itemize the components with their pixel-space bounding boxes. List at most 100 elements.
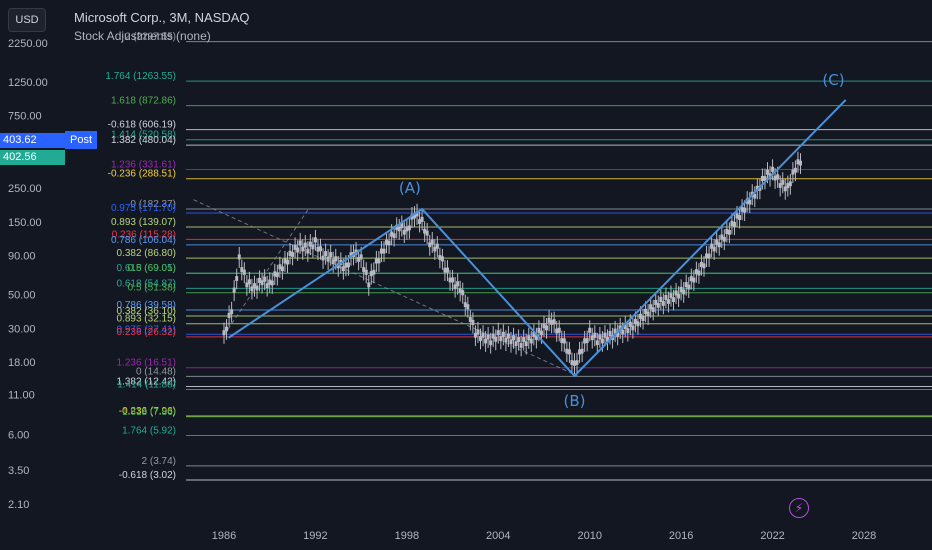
candle-body — [631, 325, 635, 331]
candle-body — [255, 285, 259, 291]
candle-body — [397, 226, 401, 232]
candle-body — [727, 229, 731, 235]
candle-body — [451, 277, 455, 283]
post-price-tag: 402.56 — [0, 150, 65, 165]
candle-body — [486, 334, 490, 340]
candle-body — [225, 326, 229, 332]
x-axis-tick-label: 2028 — [852, 530, 876, 542]
candle-body — [626, 328, 630, 334]
candle-body — [362, 267, 366, 272]
candle-body — [268, 279, 272, 285]
candle-body — [270, 280, 274, 286]
candle-body — [321, 255, 325, 261]
candle-body — [588, 327, 592, 333]
candle-body — [265, 283, 269, 289]
candle-body — [583, 338, 587, 344]
candle-body — [466, 304, 470, 310]
candle-body — [677, 293, 681, 299]
candle-body — [743, 207, 747, 213]
fib-level-label: 0 (182.37) — [130, 199, 176, 210]
candle-body — [692, 277, 696, 283]
candle-body — [666, 299, 670, 304]
fib-level-label: 1.414 (520.58) — [111, 130, 176, 141]
candle-body — [519, 343, 523, 348]
candle-body — [542, 323, 546, 329]
candle-body — [433, 246, 437, 252]
candle-body — [649, 304, 653, 310]
candle-body — [313, 237, 317, 243]
y-axis-tick-label: 18.00 — [8, 357, 36, 369]
x-axis-tick-label: 2004 — [486, 530, 510, 542]
fib-level-label: 1.618 (7.86) — [122, 407, 176, 418]
candle-body — [273, 271, 277, 277]
candle-body — [377, 258, 381, 264]
candle-body — [291, 252, 295, 257]
candle-body — [699, 261, 703, 268]
candle-body — [567, 349, 571, 355]
candle-body — [669, 293, 673, 299]
candle-body — [443, 267, 447, 273]
candle-body — [605, 336, 609, 342]
fib-level-label: 1.382 (12.42) — [117, 377, 177, 388]
x-axis-tick-label: 1992 — [303, 530, 327, 542]
candle-body — [639, 313, 643, 319]
candle-body — [679, 286, 683, 292]
candle-body — [237, 254, 241, 260]
candle-body — [791, 169, 795, 175]
candle-body — [539, 330, 543, 336]
post-label: Post — [69, 134, 92, 146]
candle-body — [448, 277, 452, 283]
candle-body — [293, 244, 297, 250]
candle-body — [390, 231, 394, 237]
candle-body — [735, 213, 739, 219]
candle-body — [651, 307, 655, 312]
fib-level-label: 0.236 (115.28) — [112, 229, 176, 240]
candle-body — [303, 242, 307, 248]
candle-body — [603, 332, 607, 338]
candle-body — [783, 186, 787, 192]
candle-body — [430, 239, 434, 245]
candle-body — [760, 175, 764, 182]
candle-body — [247, 279, 251, 285]
candle-body — [636, 321, 640, 327]
last-price-tag: 403.62 — [0, 133, 65, 148]
candle-body — [428, 242, 432, 248]
candle-body — [476, 329, 480, 335]
candle-body — [689, 276, 693, 282]
candle-body — [412, 213, 416, 219]
symbol-title: Microsoft Corp., 3M, NASDAQ — [74, 10, 250, 25]
candle-body — [311, 244, 315, 250]
candle-body — [565, 348, 569, 354]
candle-body — [372, 269, 376, 275]
candle-body — [562, 338, 566, 344]
fib-level-label: 0.5 (51.38) — [128, 283, 176, 294]
candle-body — [517, 337, 521, 343]
candle-body — [532, 331, 536, 337]
candle-body — [590, 335, 594, 341]
y-axis-tick-label: 3.50 — [8, 465, 29, 477]
candle-body — [656, 302, 660, 308]
candle-body — [385, 239, 389, 245]
candle-body — [296, 247, 300, 253]
post-badge: Post — [65, 131, 97, 149]
candle-body — [227, 312, 231, 318]
lightning-icon[interactable]: ⚡ — [789, 498, 809, 518]
candle-body — [324, 251, 328, 257]
candle-body — [707, 253, 711, 259]
candle-body — [654, 299, 658, 306]
candle-body — [298, 240, 302, 246]
candle-body — [661, 301, 665, 306]
candle-body — [674, 290, 678, 296]
y-axis-tick-label: 250.00 — [8, 183, 42, 195]
candle-body — [555, 328, 559, 334]
candle-body — [275, 272, 279, 278]
candle-body — [387, 240, 391, 246]
candle-body — [458, 288, 462, 294]
candle-body — [771, 166, 775, 172]
candle-body — [524, 341, 528, 347]
candle-body — [359, 254, 363, 260]
currency-button[interactable]: USD — [8, 8, 46, 32]
candle-body — [529, 338, 533, 344]
candle-body — [301, 246, 305, 252]
